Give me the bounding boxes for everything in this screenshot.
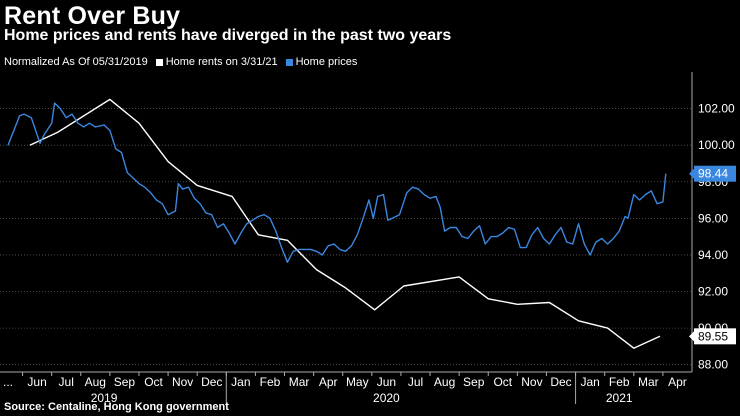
x-tick-label: ... [3, 375, 13, 389]
x-year-label: 2019 [91, 391, 118, 405]
x-tick-label: Apr [319, 375, 338, 389]
rents-end-label-box [694, 328, 736, 345]
y-tick-label: 94.00 [698, 248, 728, 262]
x-year-label: 2020 [373, 391, 400, 405]
x-tick-label: Apr [668, 375, 687, 389]
x-tick-label: Aug [434, 375, 455, 389]
source-note: Source: Centaline, Hong Kong government [4, 401, 229, 413]
legend-swatch-rents [155, 58, 163, 66]
legend-label-prices: Home prices [295, 56, 358, 68]
x-tick-label: Jun [377, 375, 396, 389]
y-tick-label: 92.00 [698, 285, 728, 299]
x-tick-label: Jun [27, 375, 46, 389]
prices-end-label: 98.44 [698, 167, 728, 181]
legend: Normalized As Of 05/31/2019 Home rents o… [4, 56, 365, 68]
x-tick-label: Aug [85, 375, 106, 389]
x-tick-label: Jul [408, 375, 423, 389]
chart-title: Rent Over Buy [4, 2, 181, 30]
x-tick-label: Jan [231, 375, 250, 389]
legend-swatch-prices [285, 58, 293, 66]
legend-label-rents: Home rents on 3/31/21 [165, 56, 278, 68]
chart-subtitle: Home prices and rents have diverged in t… [4, 27, 452, 44]
rents-end-label: 89.55 [698, 329, 728, 343]
x-tick-label: Nov [521, 375, 542, 389]
legend-item-rents: Home rents on 3/31/21 [155, 56, 278, 68]
x-tick-label: Jan [580, 375, 599, 389]
prices-end-label-pointer [689, 168, 694, 179]
rents-end-label-pointer [689, 331, 694, 342]
y-tick-label: 100.00 [698, 138, 735, 152]
x-tick-label: Mar [638, 375, 659, 389]
prices-end-label-box [694, 165, 736, 182]
x-tick-label: Oct [493, 375, 512, 389]
y-tick-label: 96.00 [698, 211, 728, 225]
x-tick-label: Oct [144, 375, 163, 389]
x-tick-label: May [346, 375, 369, 389]
rents-series-line [29, 98, 661, 349]
y-tick-label: 102.00 [698, 102, 735, 116]
x-tick-label: Feb [260, 375, 281, 389]
y-tick-label: 88.00 [698, 358, 728, 372]
x-year-label: 2021 [606, 391, 633, 405]
prices-series-line [7, 102, 667, 263]
legend-note: Normalized As Of 05/31/2019 [4, 56, 148, 68]
x-tick-label: Sep [463, 375, 485, 389]
legend-item-prices: Home prices [285, 56, 358, 68]
x-tick-label: Dec [550, 375, 571, 389]
x-tick-label: Dec [201, 375, 222, 389]
x-tick-label: Nov [172, 375, 193, 389]
x-tick-label: Mar [289, 375, 310, 389]
x-tick-label: Feb [609, 375, 630, 389]
x-tick-label: Sep [114, 375, 136, 389]
x-tick-label: Jul [59, 375, 74, 389]
